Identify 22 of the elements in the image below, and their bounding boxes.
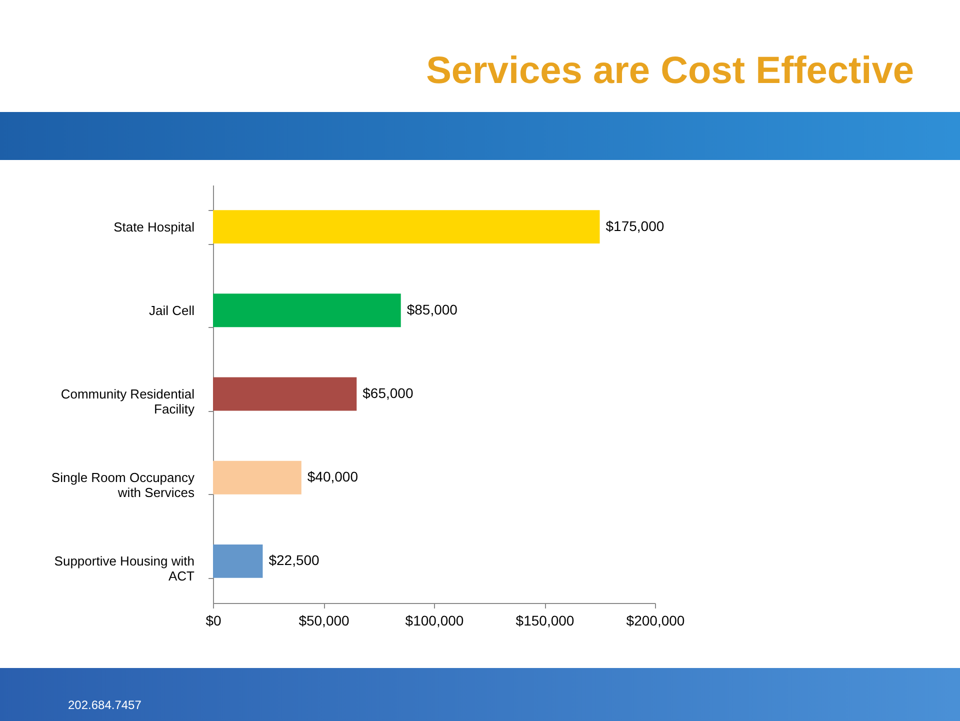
chart-title: Services are Cost Effective [426,50,914,93]
y-tick-label: Community Residential Facility [60,386,195,416]
text: 202.684.7457 [68,698,142,712]
y-tick-label: Supportive Housing with ACT [54,554,195,584]
x-tick-label: $0 [206,612,222,628]
y-tick-label: Single Room Occupancy with Services [51,470,195,500]
y-tick-label: State Hospital [114,219,195,234]
x-tick-label: $100,000 [405,612,464,628]
x-tick-label: $50,000 [298,612,350,628]
bar [213,460,302,494]
bar [213,210,600,244]
bar [213,294,401,328]
data-label: $175,000 [606,218,664,234]
data-label: $22,500 [268,552,320,568]
bar [213,377,357,411]
bar [213,544,263,578]
data-label: $40,000 [307,468,358,485]
data-label: $85,000 [406,301,458,318]
y-tick-label: Jail Cell [148,302,195,318]
x-tick-label: $200,000 [626,612,685,628]
data-label: $65,000 [362,385,414,401]
x-tick-label: $150,000 [516,612,574,628]
